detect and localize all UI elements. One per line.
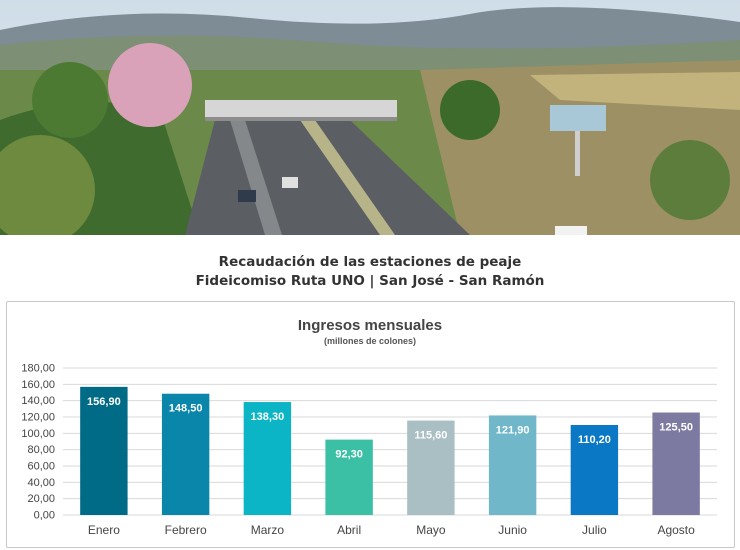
bar-mayo bbox=[407, 420, 455, 515]
data-label: 121,90 bbox=[496, 424, 530, 436]
y-tick-label: 80,00 bbox=[27, 444, 55, 456]
page-title-line-1: Recaudación de las estaciones de peaje bbox=[218, 254, 522, 270]
x-tick-label: Junio bbox=[498, 523, 527, 537]
data-label: 148,50 bbox=[169, 403, 203, 415]
data-label: 115,60 bbox=[414, 430, 447, 442]
bar-febrero bbox=[161, 393, 210, 515]
y-tick-label: 20,00 bbox=[27, 493, 55, 505]
data-label: 125,50 bbox=[659, 422, 693, 434]
bar-marzo bbox=[243, 402, 292, 515]
chart-subtitle: (millones de colones) bbox=[324, 336, 416, 346]
x-tick-label: Julio bbox=[582, 523, 607, 537]
x-tick-label: Agosto bbox=[657, 523, 695, 537]
data-label: 92,30 bbox=[335, 449, 363, 461]
x-tick-label: Marzo bbox=[251, 523, 285, 537]
chart-title: Ingresos mensuales bbox=[298, 317, 442, 334]
x-tick-label: Febrero bbox=[165, 523, 207, 537]
y-tick-label: 100,00 bbox=[21, 428, 55, 440]
data-label: 110,20 bbox=[578, 434, 611, 446]
y-tick-label: 140,00 bbox=[21, 395, 55, 407]
x-tick-label: Mayo bbox=[416, 523, 446, 537]
y-tick-label: 60,00 bbox=[27, 461, 55, 473]
toll-plaza-photo bbox=[0, 0, 740, 235]
y-tick-label: 40,00 bbox=[27, 477, 55, 489]
bar-enero bbox=[80, 386, 128, 515]
data-label: 138,30 bbox=[251, 411, 285, 423]
bar-julio bbox=[570, 425, 619, 515]
page-title-line-2: Fideicomiso Ruta UNO | San José - San Ra… bbox=[195, 273, 545, 289]
bar-chart: Ingresos mensuales (millones de colones)… bbox=[21, 317, 717, 537]
x-tick-label: Enero bbox=[88, 523, 120, 537]
x-tick-label: Abril bbox=[337, 523, 361, 537]
y-tick-label: 180,00 bbox=[21, 363, 55, 375]
bar-agosto bbox=[652, 412, 700, 515]
data-label: 156,90 bbox=[87, 396, 121, 408]
bar-junio bbox=[488, 415, 537, 515]
y-tick-label: 120,00 bbox=[21, 412, 55, 424]
y-tick-label: 160,00 bbox=[21, 379, 55, 391]
chart-container: Ingresos mensuales (millones de colones)… bbox=[6, 301, 735, 548]
bar-abril bbox=[325, 439, 373, 515]
y-tick-label: 0,00 bbox=[34, 510, 55, 522]
